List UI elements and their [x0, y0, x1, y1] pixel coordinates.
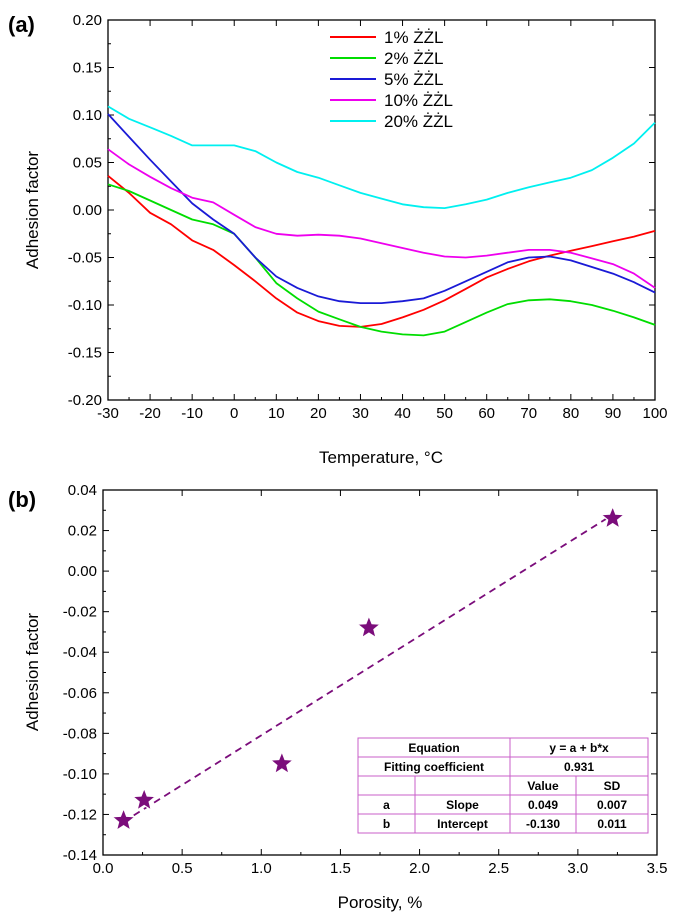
x-axis-label-b: Porosity, % — [338, 893, 423, 912]
x-tick-label-a: 40 — [394, 405, 411, 422]
fit-table-frame — [357, 737, 649, 834]
series-line-3 — [107, 113, 656, 305]
legend-a: 1% ŻŻL 2% ŻŻL 5% ŻŻL 10% ŻŻL 20% ŻŻL — [330, 28, 453, 131]
data-point-3 — [268, 750, 295, 775]
fit-line-b — [123, 513, 614, 823]
y-tick-label-a: 0.10 — [73, 107, 102, 124]
fit-table-cell: Intercept — [437, 817, 488, 831]
x-tick-label-a: 60 — [478, 405, 495, 422]
legend-label-5: 20% ŻŻL — [384, 112, 453, 131]
y-axis-label-a: Adhesion factor — [23, 151, 42, 269]
fit-table-cell: b — [383, 817, 390, 831]
y-tick-label-b: 0.04 — [68, 482, 97, 499]
series-line-4 — [107, 148, 656, 289]
data-point-1 — [110, 806, 137, 832]
y-tick-label-a: 0.15 — [73, 60, 102, 77]
series-lines-a — [107, 105, 656, 337]
x-tick-label-b: 2.0 — [409, 860, 430, 877]
legend-label-1: 1% ŻŻL — [384, 28, 444, 47]
data-point-5 — [599, 504, 626, 530]
fit-table-cell: Equation — [408, 741, 459, 755]
y-axis-a: -0.20 -0.15 -0.10 -0.05 0.00 0.05 0.10 0.15 0.20 — [68, 12, 655, 409]
fit-table-cell: -0.130 — [526, 817, 560, 831]
y-tick-label-b: -0.14 — [63, 847, 97, 864]
y-tick-label-b: -0.12 — [63, 806, 97, 823]
x-axis-a: -30 -20 -10 0 10 20 30 40 50 60 70 80 90 100 — [97, 20, 668, 422]
x-tick-label-a: 50 — [436, 405, 453, 422]
y-tick-label-b: -0.08 — [63, 725, 97, 742]
y-tick-label-b: -0.06 — [63, 685, 97, 702]
x-tick-label-b: 0.5 — [172, 860, 193, 877]
fit-table-cell: 0.011 — [597, 817, 627, 831]
fit-table-cell: Value — [527, 779, 559, 793]
x-tick-label-b: 1.0 — [251, 860, 272, 877]
y-tick-label-a: 0.00 — [73, 202, 102, 219]
y-tick-label-a: -0.10 — [68, 297, 102, 314]
fit-table-cell: a — [383, 798, 390, 812]
fit-table-cell: 0.049 — [528, 798, 558, 812]
y-tick-label-b: -0.02 — [63, 604, 97, 621]
x-tick-label-a: 0 — [230, 405, 238, 422]
x-axis-b: 0.0 0.5 1.0 1.5 2.0 2.5 3.0 3.5 — [93, 490, 668, 877]
x-tick-label-b: 1.5 — [330, 860, 351, 877]
fit-table-cell: Slope — [446, 798, 479, 812]
y-tick-label-a: 0.20 — [73, 12, 102, 29]
series-line-5 — [107, 105, 656, 210]
fit-line — [123, 513, 614, 823]
x-tick-label-a: 30 — [352, 405, 369, 422]
x-tick-label-b: 2.5 — [488, 860, 509, 877]
legend-label-3: 5% ŻŻL — [384, 70, 444, 89]
data-point-2 — [131, 786, 158, 812]
x-tick-label-a: 20 — [310, 405, 327, 422]
scatter-points-b — [110, 504, 626, 832]
y-tick-label-b: -0.10 — [63, 766, 97, 783]
fit-table-cell: Fitting coefficient — [384, 760, 484, 774]
fit-table: Equation y = a + b*x Fitting coefficient 0.… — [357, 737, 649, 834]
series-line-2 — [107, 183, 656, 337]
x-tick-label-a: 80 — [563, 405, 580, 422]
fit-table-cell: SD — [604, 779, 621, 793]
chart-b: (b) 0.0 0.5 1.0 1.5 2.0 2.5 3.0 3.5 -0.14-0.12-… — [8, 482, 667, 912]
data-point-4 — [355, 614, 382, 639]
y-tick-label-a: -0.05 — [68, 250, 102, 267]
x-tick-label-a: 90 — [605, 405, 622, 422]
y-tick-label-b: 0.00 — [68, 563, 97, 580]
y-axis-b: -0.14 -0.12 -0.10 -0.08 -0.06 -0.04 -0.02 0.00 0… — [63, 482, 657, 864]
panel-label-b: (b) — [8, 487, 36, 512]
x-tick-label-a: 100 — [642, 405, 667, 422]
x-axis-label-a: Temperature, °C — [319, 448, 443, 467]
fit-table-cell: y = a + b*x — [549, 741, 609, 755]
y-axis-label-b: Adhesion factor — [23, 613, 42, 731]
x-tick-label-b: 0.0 — [93, 860, 114, 877]
x-tick-label-b: 3.0 — [567, 860, 588, 877]
y-tick-label-a: -0.20 — [68, 392, 102, 409]
fit-table-cell: 0.931 — [564, 760, 594, 774]
x-tick-label-a: 70 — [520, 405, 537, 422]
legend-label-2: 2% ŻŻL — [384, 49, 444, 68]
fit-table-cell: 0.007 — [597, 798, 627, 812]
x-tick-label-a: -10 — [181, 405, 203, 422]
y-tick-label-a: 0.05 — [73, 155, 102, 172]
y-tick-label-b: 0.02 — [68, 523, 97, 540]
x-tick-label-a: -30 — [97, 405, 119, 422]
x-tick-label-a: -20 — [139, 405, 161, 422]
chart-a: (a) -30 -20 -10 0 10 20 30 40 50 60 70 80 90 100 -0.2… — [8, 12, 668, 467]
x-tick-label-b: 3.5 — [647, 860, 668, 877]
legend-label-4: 10% ŻŻL — [384, 91, 453, 110]
x-tick-label-a: 10 — [268, 405, 285, 422]
plot-frame-a — [107, 19, 656, 401]
y-tick-label-b: -0.04 — [63, 644, 97, 661]
panel-label-a: (a) — [8, 12, 35, 37]
y-tick-label-a: -0.15 — [68, 345, 102, 362]
